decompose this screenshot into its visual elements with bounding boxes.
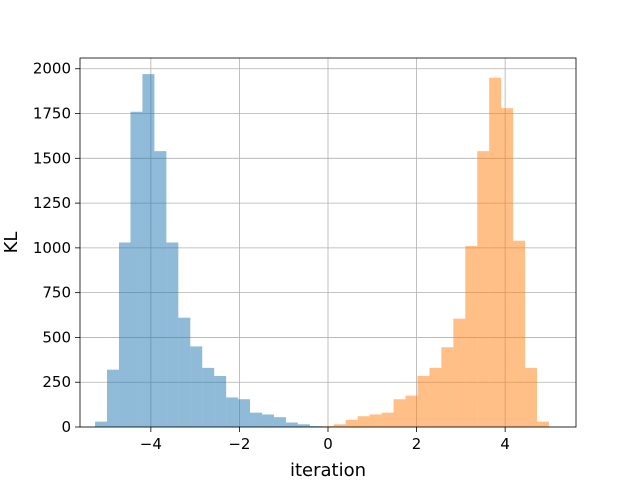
- y-tick-label: 0: [61, 418, 71, 436]
- x-axis-label: iteration: [290, 460, 366, 480]
- x-tick-label: 0: [323, 435, 333, 453]
- histogram-bar-series-2: [441, 347, 454, 427]
- y-axis-label: KL: [1, 232, 22, 254]
- histogram-bar-series-2: [393, 399, 406, 427]
- histogram-bar-series-1: [214, 375, 227, 427]
- histogram-bar-series-2: [345, 419, 358, 427]
- y-tick-label: 750: [42, 284, 71, 302]
- y-tick-label: 1000: [33, 239, 71, 257]
- histogram-bar-series-1: [107, 369, 119, 427]
- x-axis-ticks: −4 −2 0 2 4: [140, 427, 510, 453]
- histogram-bar-series-1: [273, 417, 286, 427]
- histogram-bar-series-2: [513, 240, 526, 427]
- histogram-bar-series-2: [357, 416, 370, 427]
- x-tick-label: 4: [500, 435, 510, 453]
- histogram-bar-series-2: [489, 77, 502, 427]
- x-tick-label: −4: [140, 435, 162, 453]
- histogram-bar-series-1: [262, 414, 274, 427]
- histogram-bar-series-1: [226, 397, 239, 427]
- histogram-bar-series-1: [118, 242, 131, 427]
- histogram-bar-series-1: [178, 317, 191, 427]
- histogram-bar-series-2: [453, 318, 466, 427]
- histogram-bar-series-1: [285, 422, 298, 427]
- x-tick-label: −2: [228, 435, 250, 453]
- histogram-bar-series-1: [238, 399, 251, 427]
- histogram-bar-series-2: [465, 246, 478, 427]
- y-tick-label: 2000: [33, 60, 71, 78]
- histogram-bar-series-1: [190, 346, 203, 427]
- histogram-bars: [95, 74, 549, 428]
- histogram-bar-series-2: [537, 421, 549, 427]
- histogram-bar-series-1: [309, 426, 322, 427]
- y-tick-label: 500: [42, 328, 71, 346]
- histogram-bar-series-2: [417, 375, 430, 427]
- histogram-bar-series-2: [369, 414, 382, 427]
- histogram-bar-series-2: [333, 424, 346, 427]
- histogram-bar-series-1: [166, 242, 179, 427]
- histogram-bar-series-2: [477, 151, 490, 427]
- histogram-bar-series-1: [154, 151, 167, 427]
- histogram-bar-series-1: [130, 111, 143, 428]
- histogram-bar-series-2: [321, 426, 334, 427]
- histogram-bar-series-1: [250, 412, 263, 427]
- x-tick-label: 2: [412, 435, 422, 453]
- histogram-bar-series-1: [95, 421, 108, 427]
- histogram-bar-series-1: [202, 367, 215, 427]
- histogram-bar-series-1: [142, 74, 155, 427]
- histogram-bar-series-1: [297, 424, 310, 427]
- histogram-bar-series-2: [381, 412, 394, 427]
- y-tick-label: 1750: [33, 105, 71, 123]
- y-axis-ticks: 0 250 500 750 1000 1250 1500 1750 2000: [33, 60, 80, 436]
- histogram-bar-series-2: [405, 395, 418, 427]
- histogram-bar-series-2: [501, 108, 514, 428]
- y-tick-label: 250: [42, 373, 71, 391]
- y-tick-label: 1250: [33, 194, 71, 212]
- histogram-bar-series-2: [429, 367, 442, 427]
- y-tick-label: 1500: [33, 149, 71, 167]
- histogram-bar-series-2: [525, 367, 538, 427]
